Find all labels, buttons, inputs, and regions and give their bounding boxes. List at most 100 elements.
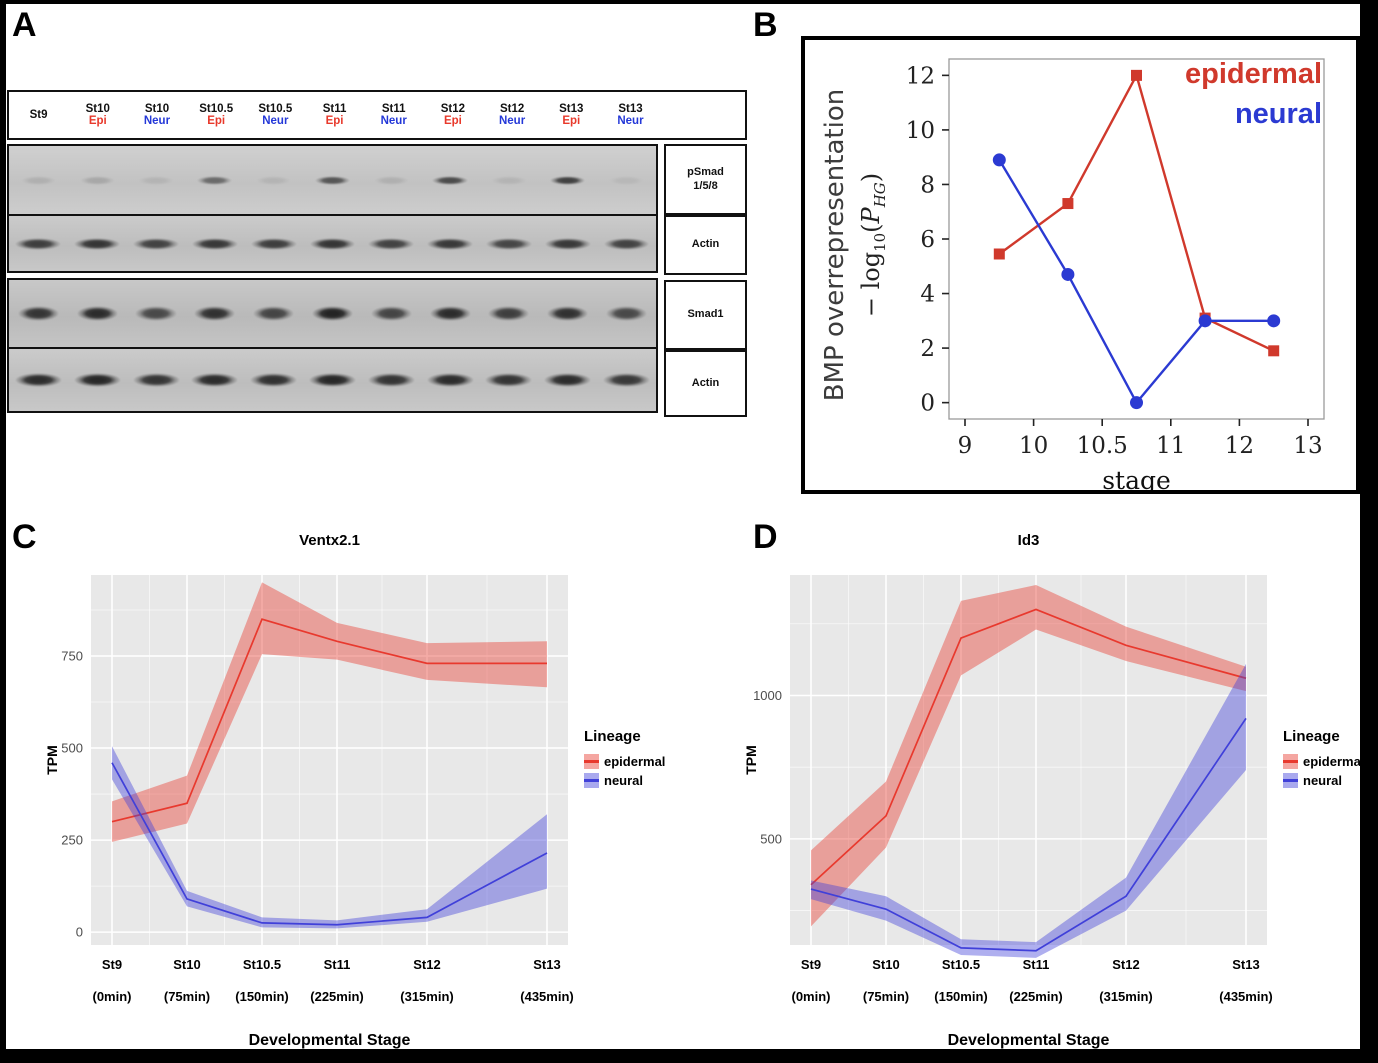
d-legend-epidermal-label: epidermal xyxy=(1303,754,1360,769)
plot-background xyxy=(790,575,1267,945)
blot-lane-header-st10.5-epi: St10.5 Epi xyxy=(199,103,234,127)
blot-group-smad1-actin xyxy=(7,278,658,413)
xtick-stage-label: St9 xyxy=(801,957,821,972)
blot-lane xyxy=(362,146,421,214)
western-blot-panel: St9 St10 Epi St10 Neur St10.5 Epi St10.5 Neur St1… xyxy=(7,90,747,422)
ytick-label: 750 xyxy=(61,648,83,663)
c-legend-title: Lineage xyxy=(584,728,641,745)
blot-lane-labels: St9 St10 Epi St10 Neur St10.5 Epi St10.5 Neur St1… xyxy=(9,92,660,138)
blot-lane xyxy=(9,280,68,347)
xtick-stage-label: St10 xyxy=(872,957,899,972)
xtick-stage-label: St10.5 xyxy=(942,957,980,972)
math-sub-hg: HG xyxy=(870,182,889,208)
blot-lane xyxy=(538,216,597,271)
b-ytick-label: 0 xyxy=(920,391,935,417)
b-xtick-label: 11 xyxy=(1156,433,1185,459)
d-legend-title: Lineage xyxy=(1283,728,1340,745)
blot-band xyxy=(485,373,533,387)
blot-lane xyxy=(127,280,186,347)
blot-lane xyxy=(421,216,480,271)
svg-d-series-neural xyxy=(810,663,1247,958)
blot-lane xyxy=(185,280,244,347)
blot-lane xyxy=(421,146,480,214)
blot-label-group-2: Smad1 Actin xyxy=(664,280,747,417)
blot-band xyxy=(138,175,174,185)
blot-header-spacer xyxy=(660,92,745,138)
blot-band xyxy=(429,306,471,321)
b-xtick-label: 9 xyxy=(958,433,973,459)
blot-lane xyxy=(68,216,127,271)
blot-band xyxy=(544,237,591,250)
blot-band xyxy=(191,237,238,250)
blot-band xyxy=(370,306,412,321)
b-legend-epidermal: epidermal xyxy=(1185,58,1322,90)
svg-d-series-epidermal xyxy=(810,585,1247,927)
b-marker-square xyxy=(1062,198,1074,210)
blot-lane xyxy=(597,349,656,411)
b-series-neural xyxy=(992,153,1281,410)
blot-group-psmad-actin xyxy=(7,144,658,273)
blot-lane-header-st13-epi: St13 Epi xyxy=(559,103,584,127)
blot-body: pSmad 1/5/8 Actin Smad1 Actin xyxy=(7,144,747,422)
blot-lane-header-st11-neur: St11 Neur xyxy=(380,103,407,127)
blot-band xyxy=(194,306,236,321)
c-legend-neural-label: neural xyxy=(604,773,644,788)
blot-band xyxy=(132,373,180,387)
math-p: P xyxy=(857,207,886,224)
xtick-minutes-label: (150min) xyxy=(235,989,288,1004)
blot-band xyxy=(250,237,297,250)
c-legend-epidermal-label: epidermal xyxy=(604,754,666,769)
blot-band xyxy=(191,373,239,387)
c-legend-item-epidermal: epidermal xyxy=(584,754,665,769)
xtick-minutes-label: (315min) xyxy=(400,989,453,1004)
svg-c-series-neural xyxy=(111,746,548,929)
blot-labels-column: pSmad 1/5/8 Actin Smad1 Actin xyxy=(664,144,747,422)
blot-band xyxy=(20,175,57,185)
b-marker-square xyxy=(1131,69,1142,81)
xtick-stage-label: St11 xyxy=(1023,957,1050,972)
b-ytick-label: 4 xyxy=(920,282,935,308)
blot-lane-header-st10-neur: St10 Neur xyxy=(143,103,171,127)
figure-canvas: A B C D St9 St10 Epi St10 Neur St10.5 Epi St10.… xyxy=(6,4,1360,1049)
blot-lane-header-st11-epi: St11 Epi xyxy=(322,103,347,127)
svg-c-series-epidermal xyxy=(111,582,547,842)
blot-lane xyxy=(9,146,68,214)
blot-band xyxy=(485,237,532,250)
xtick-minutes-label: (75min) xyxy=(863,989,909,1004)
xtick-stage-label: St10 xyxy=(173,957,200,972)
b-xtick-label: 10 xyxy=(1019,433,1048,459)
blot-lane-header-st12-epi: St12 Epi xyxy=(440,103,466,127)
xtick-stage-label: St12 xyxy=(413,957,440,972)
blot-band xyxy=(17,306,59,321)
neural-swatch xyxy=(1283,773,1298,788)
neural-swatch xyxy=(584,773,599,788)
blot-band xyxy=(608,175,645,185)
d-legend: Lineage epidermal neural xyxy=(1283,728,1360,792)
blot-lane xyxy=(597,216,656,271)
b-ytick-label: 10 xyxy=(906,118,935,144)
blot-strip-actin-1 xyxy=(9,214,656,271)
blot-lane xyxy=(68,280,127,347)
blot-row-label-psmad: pSmad 1/5/8 xyxy=(664,144,747,215)
blot-lane xyxy=(303,280,362,347)
blot-band xyxy=(74,237,121,250)
blot-band xyxy=(133,237,179,250)
b-marker-circle xyxy=(1198,314,1212,328)
blot-band xyxy=(314,175,351,185)
c-legend-item-neural: neural xyxy=(584,773,665,788)
blot-band xyxy=(603,237,650,250)
blot-lane xyxy=(303,216,362,271)
blot-lane xyxy=(303,349,362,411)
b-marker-circle xyxy=(1130,396,1143,410)
blot-band xyxy=(367,373,415,387)
blot-lane xyxy=(9,216,68,271)
b-yaxis-title: BMP overrepresentation xyxy=(820,88,850,402)
blot-lane-header-st13-neur: St13 Neur xyxy=(617,103,644,127)
b-marker-square xyxy=(1268,345,1280,357)
blot-band xyxy=(368,237,415,250)
blot-row-label-actin-2: Actin xyxy=(664,350,747,417)
blot-lane xyxy=(362,280,421,347)
blot-band xyxy=(544,373,592,387)
blot-lane xyxy=(421,349,480,411)
mean-line xyxy=(111,618,547,823)
